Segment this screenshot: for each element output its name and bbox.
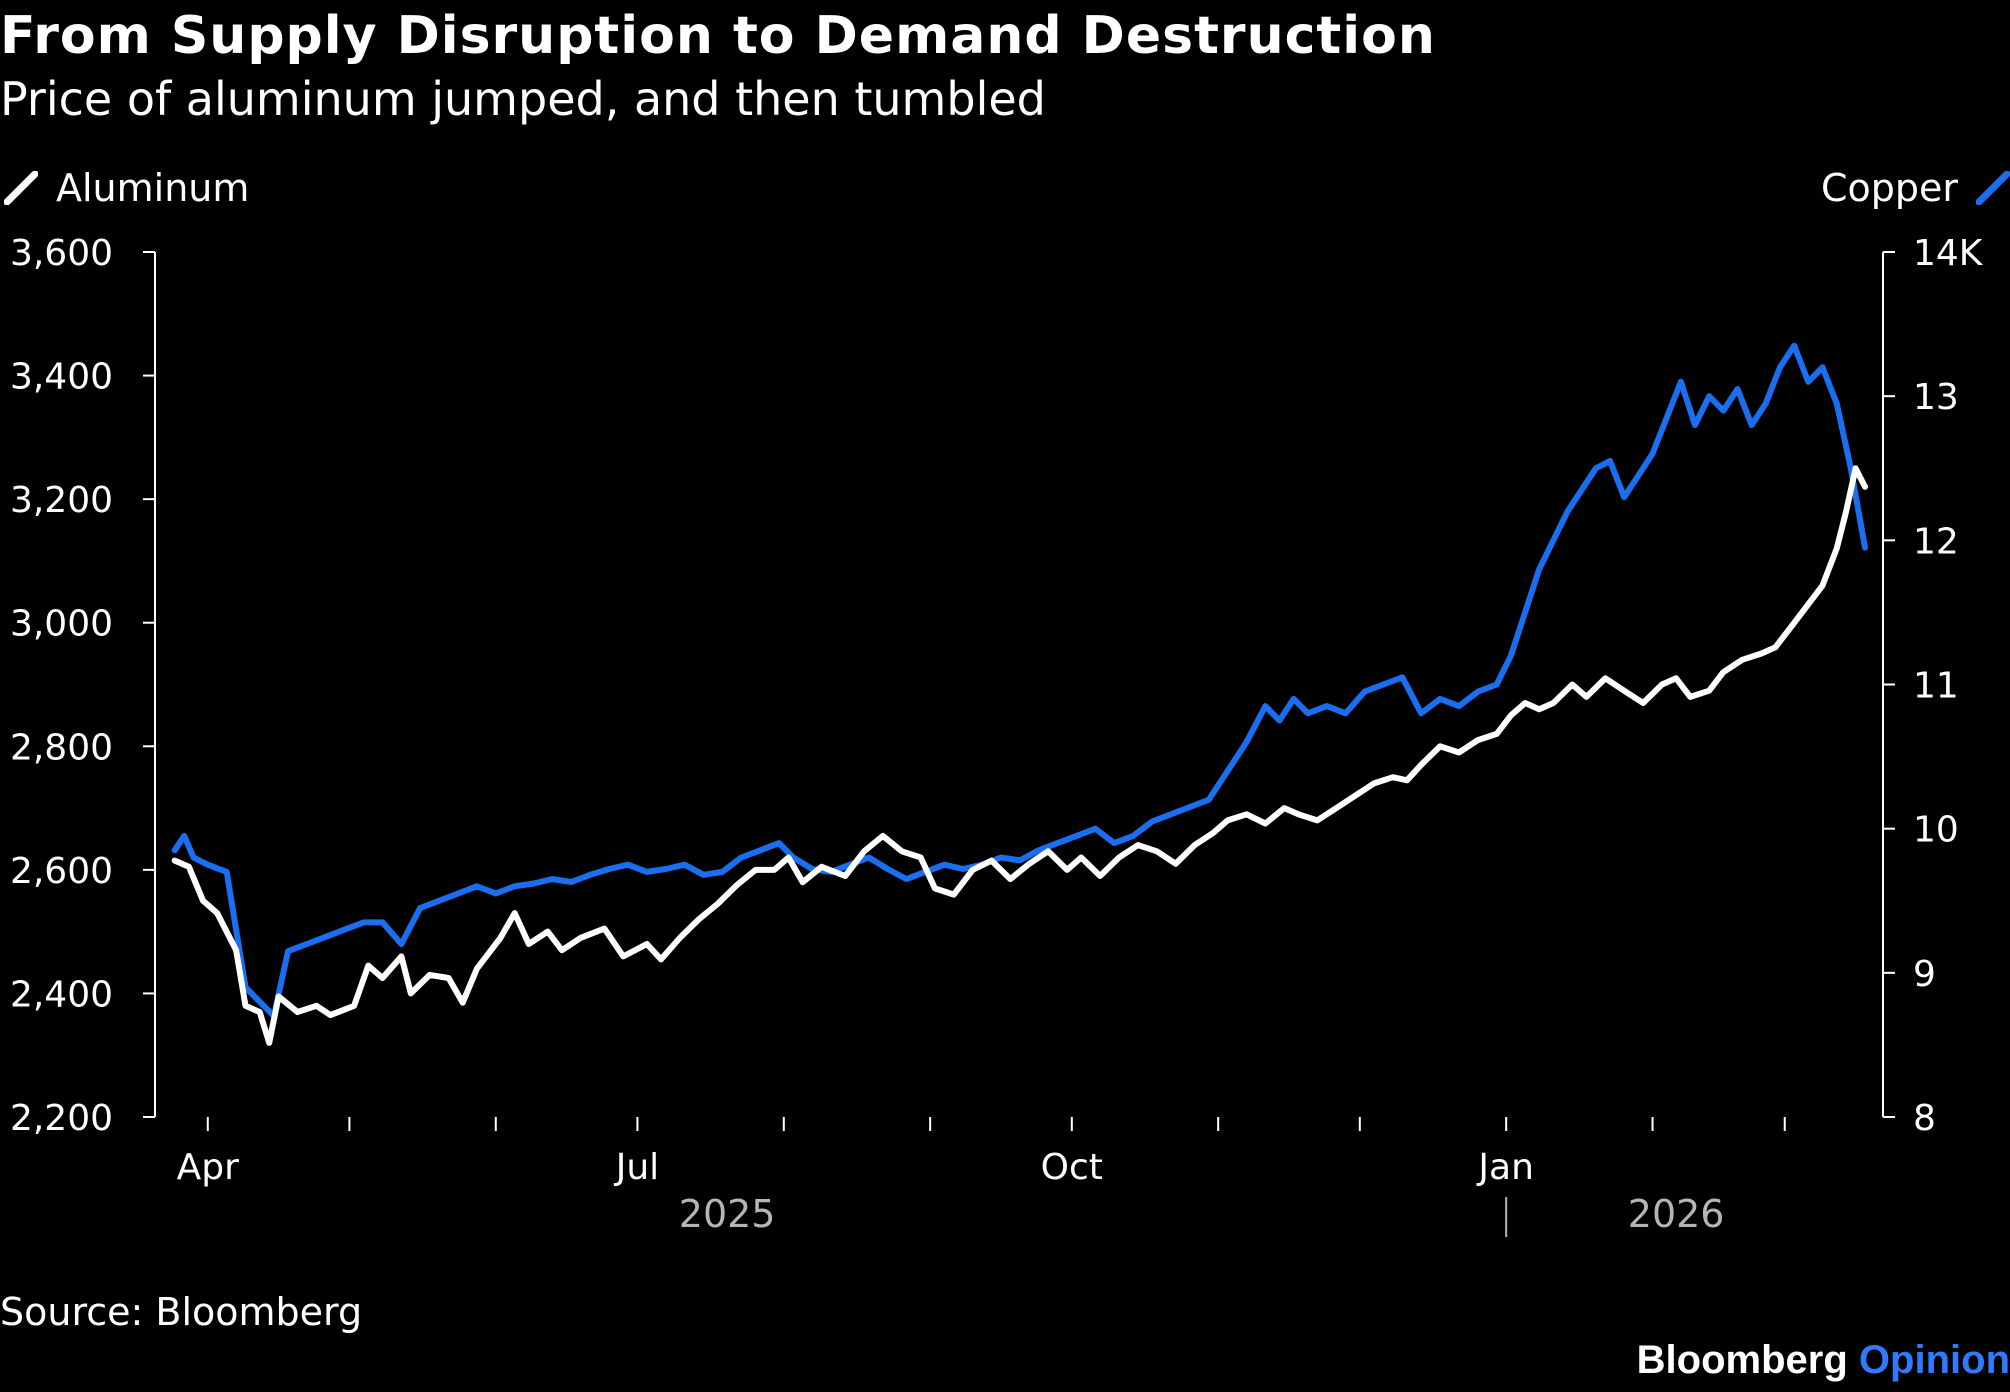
legend-aluminum: Aluminum	[4, 166, 249, 210]
x-axis-tick-label: Apr	[177, 1147, 239, 1188]
left-axis-tick-label: 2,400	[10, 974, 113, 1015]
right-axis-tick-label: 13	[1913, 377, 1959, 418]
brand-logo: Bloomberg Opinion	[1637, 1338, 2010, 1383]
right-axis-tick-label: 14K	[1913, 233, 1984, 274]
source-note: Source: Bloomberg	[0, 1290, 363, 1334]
x-axis-year-label: 2026	[1628, 1192, 1725, 1236]
x-axis-tick-label: Oct	[1041, 1147, 1103, 1188]
left-axis-tick-label: 3,200	[10, 480, 113, 521]
x-axis-tick-label: Jan	[1476, 1147, 1534, 1188]
left-axis-tick-label: 3,400	[10, 357, 113, 398]
left-axis-tick-label: 3,600	[10, 233, 113, 274]
right-axis-tick-label: 12	[1913, 521, 1959, 562]
copper-swatch-icon	[1976, 171, 2010, 205]
right-axis-tick-label: 9	[1913, 954, 1936, 995]
chart-series	[171, 342, 1868, 1046]
aluminum-swatch-icon	[4, 171, 38, 205]
chart-axes: 2,200 2,400 2,600 2,800 3,000 3,200 3,400 3,600…	[10, 233, 1984, 1237]
left-axis-tick-label: 3,000	[10, 604, 113, 645]
legend-aluminum-label: Aluminum	[56, 166, 250, 210]
right-axis-tick-label: 8	[1913, 1098, 1936, 1139]
right-axis-tick-label: 11	[1913, 666, 1959, 707]
brand-accent: Opinion	[1858, 1338, 2010, 1382]
legend-copper: Copper	[1821, 166, 2010, 210]
x-axis-tick-label: Jul	[614, 1147, 659, 1188]
right-axis-tick-label: 10	[1913, 810, 1959, 851]
legend-copper-label: Copper	[1820, 166, 1958, 210]
copper-series-line	[171, 342, 1868, 1020]
x-axis-year-label: 2025	[679, 1192, 776, 1236]
left-axis-tick-label: 2,800	[10, 727, 113, 768]
line-chart: 2,200 2,400 2,600 2,800 3,000 3,200 3,400 3,600…	[10, 233, 1984, 1237]
chart-title: From Supply Disruption to Demand Destruc…	[0, 6, 1436, 66]
left-axis-tick-label: 2,200	[10, 1098, 113, 1139]
chart-subtitle: Price of aluminum jumped, and then tumbl…	[0, 72, 1046, 126]
left-axis-tick-label: 2,600	[10, 851, 113, 892]
aluminum-series-line	[171, 465, 1868, 1046]
brand-primary: Bloomberg	[1636, 1338, 1848, 1382]
